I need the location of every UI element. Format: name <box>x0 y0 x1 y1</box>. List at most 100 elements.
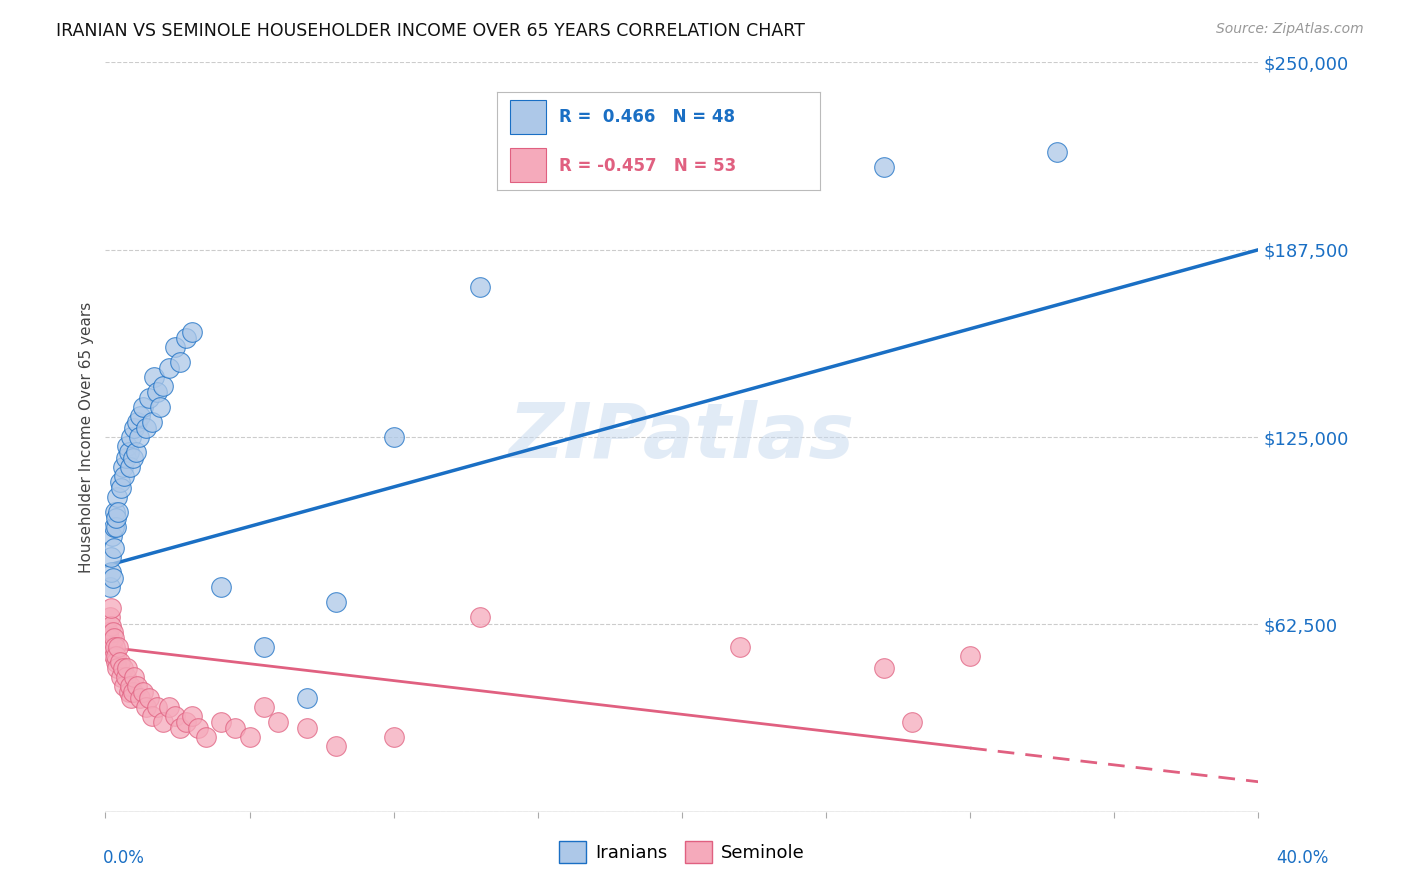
Text: 0.0%: 0.0% <box>103 849 145 867</box>
Point <box>104 505 127 519</box>
Point <box>100 549 122 564</box>
Point <box>115 439 138 453</box>
Point <box>120 430 142 444</box>
Point <box>98 610 121 624</box>
Point <box>103 648 125 663</box>
Text: ZIPatlas: ZIPatlas <box>509 401 855 474</box>
Point <box>141 415 163 429</box>
Point <box>267 714 290 729</box>
Point <box>98 631 121 645</box>
Point <box>297 690 319 705</box>
Point <box>143 370 166 384</box>
Point <box>111 460 134 475</box>
Point <box>101 529 124 543</box>
Point <box>112 469 135 483</box>
Point <box>105 648 128 663</box>
Point <box>127 415 149 429</box>
Point <box>124 421 146 435</box>
Point <box>108 475 131 489</box>
Point <box>103 541 125 555</box>
Point <box>325 595 347 609</box>
Point <box>959 648 981 663</box>
Point <box>103 520 125 534</box>
Point <box>110 481 132 495</box>
Point <box>129 690 152 705</box>
Point <box>125 445 148 459</box>
Point <box>157 361 180 376</box>
Legend: Iranians, Seminole: Iranians, Seminole <box>551 834 813 870</box>
Point <box>107 640 129 654</box>
Point <box>297 721 319 735</box>
Point <box>101 571 124 585</box>
Point <box>97 624 120 639</box>
Point <box>146 385 169 400</box>
Point <box>152 379 174 393</box>
Point <box>163 340 186 354</box>
Point <box>163 708 186 723</box>
Point <box>382 430 405 444</box>
Y-axis label: Householder Income Over 65 years: Householder Income Over 65 years <box>79 301 94 573</box>
Point <box>728 640 751 654</box>
Point <box>901 714 924 729</box>
Point <box>120 690 142 705</box>
Point <box>253 699 276 714</box>
Point <box>195 730 218 744</box>
Point <box>253 640 276 654</box>
Point <box>135 421 157 435</box>
Point <box>873 661 896 675</box>
Point <box>100 601 122 615</box>
Point <box>180 708 204 723</box>
Point <box>138 690 160 705</box>
Point <box>239 730 262 744</box>
Point <box>117 685 139 699</box>
Text: 40.0%: 40.0% <box>1277 849 1329 867</box>
Point <box>470 610 492 624</box>
Point <box>110 670 132 684</box>
Point <box>138 391 160 405</box>
Point <box>104 655 127 669</box>
Point <box>124 670 146 684</box>
Point <box>209 714 232 729</box>
Point <box>104 520 127 534</box>
Point <box>149 400 172 414</box>
Point <box>135 699 157 714</box>
Point <box>118 460 141 475</box>
Point <box>146 699 169 714</box>
Point <box>101 640 124 654</box>
Point <box>129 409 152 423</box>
Point <box>209 580 232 594</box>
Text: Source: ZipAtlas.com: Source: ZipAtlas.com <box>1216 22 1364 37</box>
Point <box>118 679 141 693</box>
Point <box>128 430 150 444</box>
Point <box>114 670 136 684</box>
Point <box>101 624 124 639</box>
Point <box>152 714 174 729</box>
Point <box>104 640 127 654</box>
Point <box>325 739 347 753</box>
Point <box>100 619 122 633</box>
Point <box>115 661 138 675</box>
Point <box>169 355 191 369</box>
Text: IRANIAN VS SEMINOLE HOUSEHOLDER INCOME OVER 65 YEARS CORRELATION CHART: IRANIAN VS SEMINOLE HOUSEHOLDER INCOME O… <box>56 22 806 40</box>
Point <box>127 679 149 693</box>
Point <box>169 721 191 735</box>
Point <box>1046 145 1069 160</box>
Point <box>105 511 128 525</box>
Point <box>873 161 896 175</box>
Point <box>100 565 122 579</box>
Point <box>187 721 209 735</box>
Point <box>382 730 405 744</box>
Point <box>174 714 197 729</box>
Point <box>141 708 163 723</box>
Point <box>180 325 204 339</box>
Point <box>103 631 125 645</box>
Point <box>111 661 134 675</box>
Point <box>470 280 492 294</box>
Point <box>117 445 139 459</box>
Point <box>174 331 197 345</box>
Point <box>105 490 128 504</box>
Point <box>157 699 180 714</box>
Point <box>121 451 143 466</box>
Point <box>114 451 136 466</box>
Point <box>224 721 246 735</box>
